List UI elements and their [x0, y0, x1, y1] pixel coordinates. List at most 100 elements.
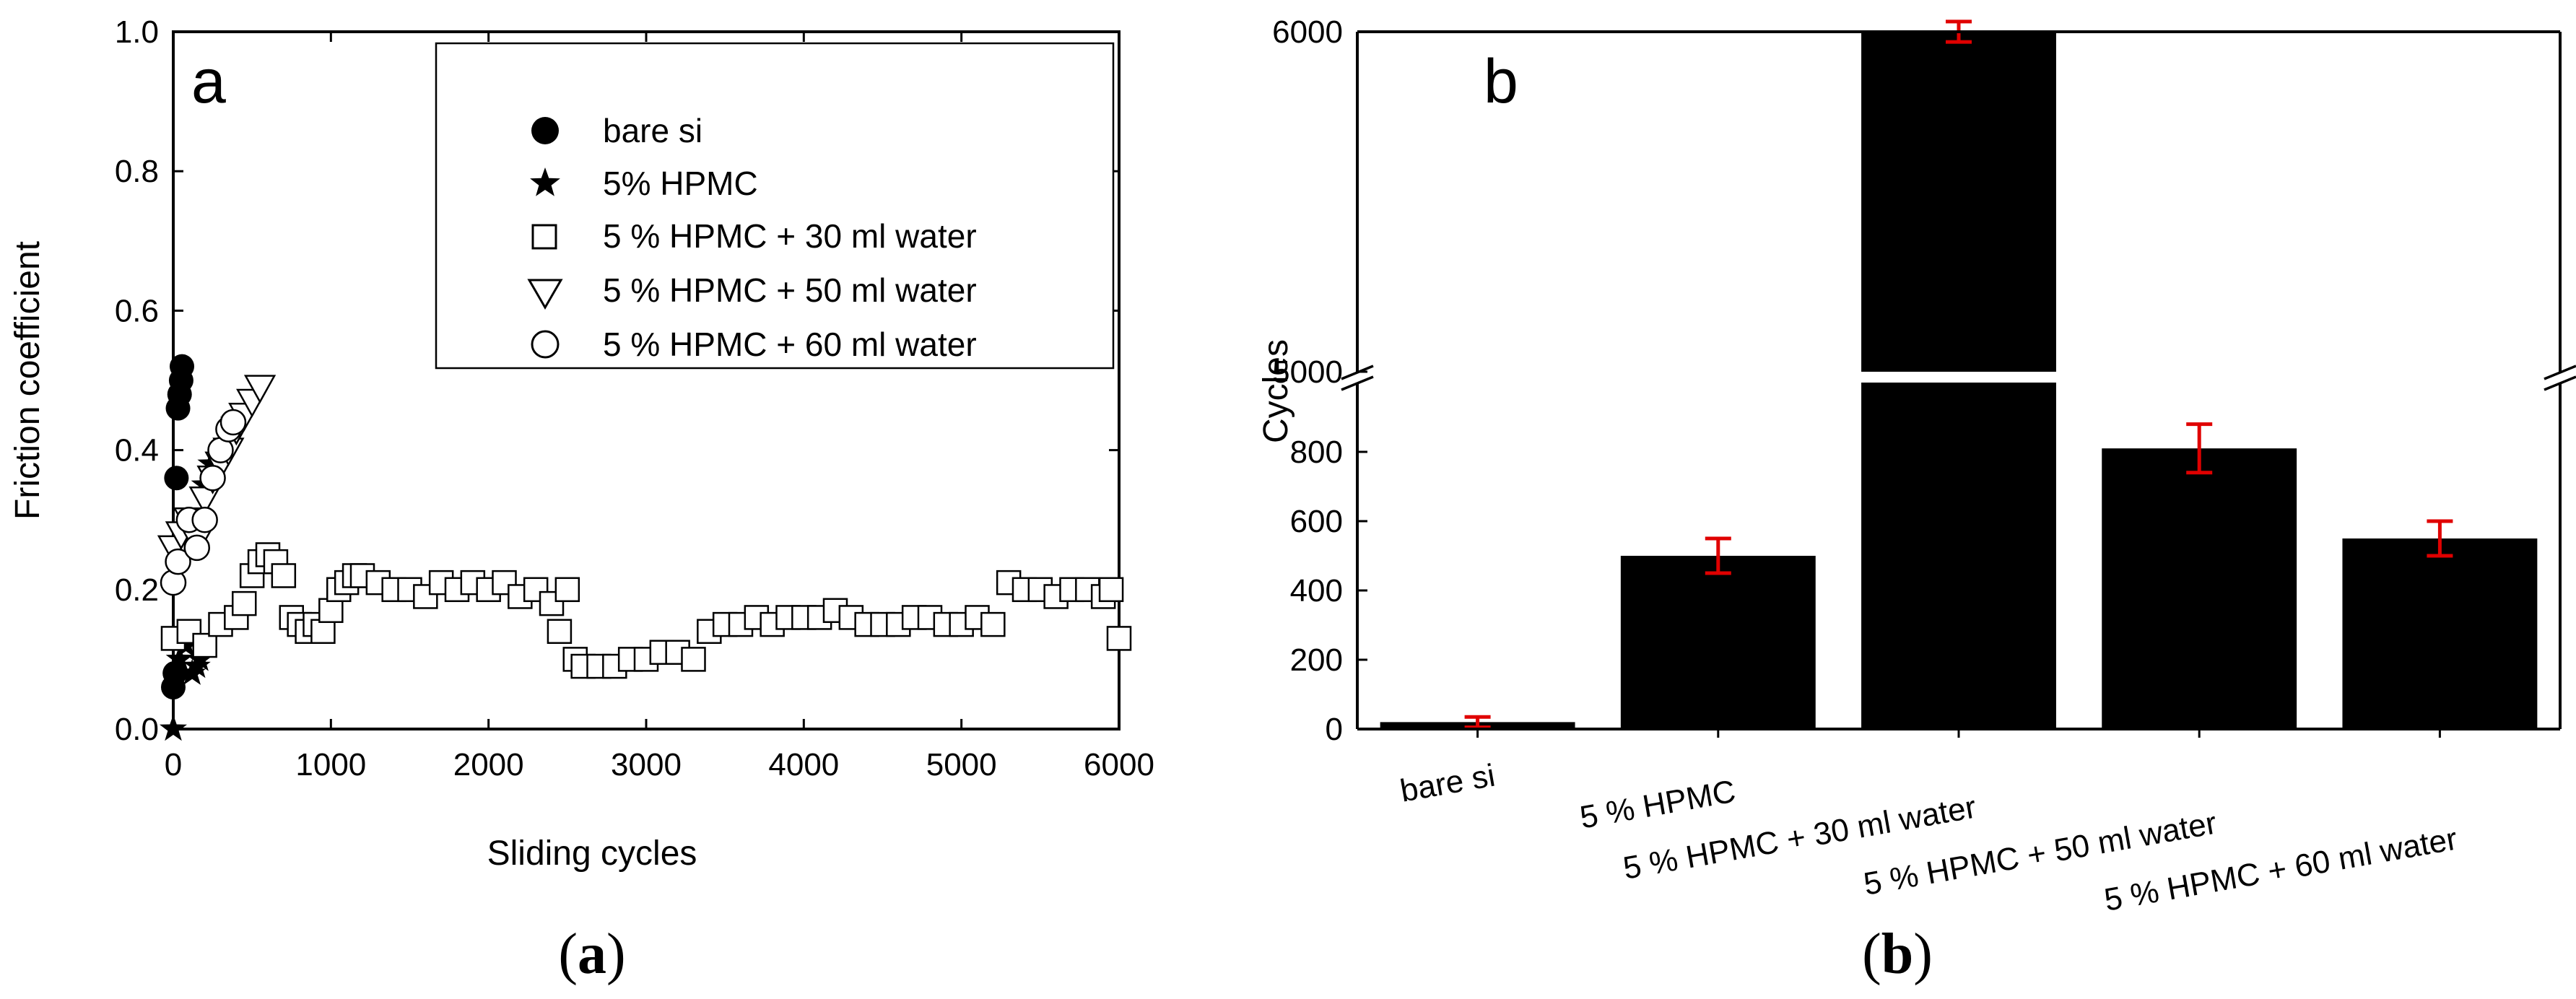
legend-label: 5 % HPMC + 60 ml water	[603, 326, 977, 363]
data-point	[1098, 577, 1124, 603]
panel-b-y-axis-title: Cycles	[1257, 339, 1295, 443]
panel-b-y-ticks: 0 200 400 600 800 5000 6000	[1272, 14, 1367, 747]
caption-a: (a)	[558, 922, 625, 986]
data-point	[219, 409, 247, 436]
data-point	[554, 577, 580, 603]
y-tick-label: 1.0	[115, 14, 159, 50]
y-tick-label: 0.2	[115, 572, 159, 608]
y-tick-label: 5000	[1272, 354, 1343, 390]
caption-b-letter: b	[1881, 922, 1914, 986]
x-tick-label: 4000	[768, 747, 839, 782]
data-point	[318, 598, 344, 624]
panel-a-x-axis-title: Sliding cycles	[487, 834, 697, 873]
caption-b-open: (	[1862, 922, 1881, 986]
error-bar	[2427, 519, 2453, 558]
x-tick-label: 6000	[1084, 747, 1154, 782]
data-point	[1106, 626, 1132, 651]
data-point	[160, 715, 187, 741]
y-tick-label: 0	[1326, 712, 1343, 747]
data-point	[980, 611, 1006, 637]
panel-a-y-axis-title: Friction coefficient	[9, 241, 47, 520]
legend-box	[435, 42, 1115, 370]
x-tick-label: 1000	[295, 747, 366, 782]
bar-upper-segment	[1861, 32, 2056, 372]
legend-entry-30ml: 5 % HPMC + 30 ml water	[531, 217, 977, 255]
error-bar	[1464, 715, 1491, 730]
data-point	[192, 632, 217, 658]
y-tick-label: 600	[1290, 504, 1343, 539]
legend-entry-50ml: 5 % HPMC + 50 ml water	[527, 271, 977, 310]
legend-entry-60ml: 5 % HPMC + 60 ml water	[531, 326, 977, 363]
legend-entry-5-hpmc: 5% HPMC	[530, 165, 758, 202]
error-bar	[2186, 422, 2213, 475]
data-point	[164, 466, 189, 491]
legend-label: 5 % HPMC + 30 ml water	[603, 217, 977, 255]
caption-a-open: (	[558, 922, 578, 986]
data-point	[547, 619, 573, 645]
bar	[1620, 556, 1816, 729]
panel-b-plot-frame	[1341, 30, 2576, 730]
caption-b: (b)	[1862, 922, 1933, 986]
category-label: 5 % HPMC	[1578, 774, 1739, 836]
x-tick-label: 0	[165, 747, 182, 782]
caption-a-letter: a	[578, 922, 606, 986]
axis-break-mark	[2544, 365, 2576, 380]
y-tick-label: 0.4	[115, 433, 159, 468]
legend-star-icon	[530, 167, 560, 196]
data-point	[232, 590, 257, 616]
data-point	[199, 464, 226, 492]
y-tick-label: 0.8	[115, 154, 159, 189]
legend-circle-filled-icon	[531, 117, 559, 144]
legend-square-open-icon	[531, 224, 557, 250]
data-point	[186, 645, 214, 671]
series-2	[160, 542, 1132, 679]
panel-a-legend: bare si 5% HPMC 5 % HPMC + 30 ml water 5…	[435, 42, 1115, 370]
x-tick-label: 2000	[453, 747, 524, 782]
legend-entry-bare-si: bare si	[531, 112, 702, 149]
y-tick-label: 400	[1290, 573, 1343, 608]
data-point	[310, 619, 336, 645]
category-label: bare si	[1398, 758, 1498, 809]
data-point	[170, 354, 195, 379]
data-point	[165, 645, 193, 671]
panel-b-error-bars	[1464, 19, 2453, 730]
data-point	[191, 506, 218, 533]
panel-a-letter: a	[191, 47, 226, 116]
data-point	[165, 548, 191, 575]
legend-label: 5% HPMC	[603, 165, 758, 202]
y-tick-label: 0.6	[115, 293, 159, 328]
x-tick-label: 3000	[611, 747, 682, 782]
y-tick-label: 6000	[1272, 14, 1343, 50]
series-4	[160, 409, 247, 596]
data-point	[172, 631, 200, 658]
panel-a-scatter-chart: 0.0 0.2 0.4 0.6 0.8 1.0 0 1000 2000 3000 4000 5000…	[9, 14, 1154, 873]
panel-a-x-ticks: 0 1000 2000 3000 4000 5000 6000	[165, 32, 1154, 782]
panel-b-letter: b	[1484, 47, 1518, 116]
bar	[2342, 538, 2538, 729]
series-0	[161, 354, 195, 700]
y-tick-label: 200	[1290, 642, 1343, 678]
axis-break-mark	[2544, 375, 2576, 391]
data-point	[176, 619, 202, 645]
data-point	[243, 375, 277, 404]
data-point	[271, 563, 297, 588]
panel-a-data-points	[157, 354, 1132, 741]
y-tick-label: 800	[1290, 435, 1343, 470]
caption-b-close: )	[1913, 922, 1933, 986]
legend-label: 5 % HPMC + 50 ml water	[603, 271, 977, 309]
y-tick-label: 0.0	[115, 712, 159, 747]
caption-a-close: )	[606, 922, 626, 986]
axis-break-mark	[1341, 375, 1374, 391]
data-point	[183, 534, 210, 562]
axis-break-gap	[1357, 373, 2560, 381]
legend-circle-open-icon	[531, 330, 560, 359]
x-tick-label: 5000	[926, 747, 997, 782]
data-point	[162, 660, 188, 686]
bar	[2102, 448, 2297, 729]
data-point	[681, 647, 706, 672]
legend-label: bare si	[603, 112, 702, 149]
legend-triangle-down-open-icon	[527, 279, 563, 310]
